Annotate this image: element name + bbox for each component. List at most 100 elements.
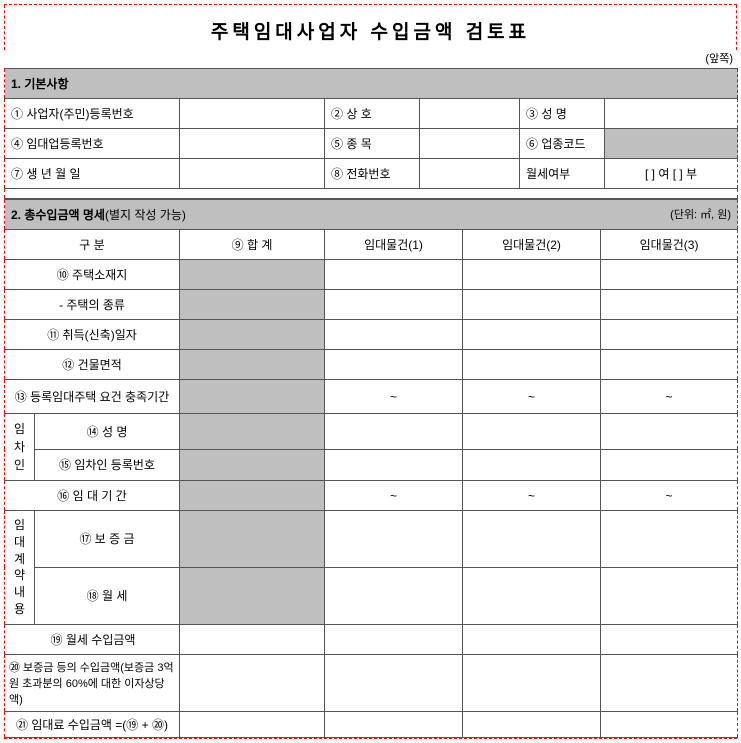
prop3-location — [601, 260, 738, 290]
value-biz-reg-no — [180, 99, 325, 129]
prop1-rent-income — [325, 624, 463, 654]
col-total: ⑨ 합 계 — [180, 230, 325, 260]
row-tenant-group: 임차인 — [5, 414, 35, 481]
prop2-floor-area — [463, 350, 601, 380]
row-monthly-rent: ⑱ 월 세 — [35, 567, 180, 624]
prop1-lease-period: ~ — [325, 481, 463, 511]
page-indicator: (앞쪽) — [4, 50, 737, 68]
label-biz-item: ⑤ 종 목 — [325, 129, 420, 159]
total-acq-date — [180, 320, 325, 350]
value-phone — [420, 159, 520, 189]
value-birthdate — [180, 159, 325, 189]
value-company-name — [420, 99, 520, 129]
section2-header-note: (별지 작성 가능) — [105, 208, 186, 222]
section-spacer — [5, 189, 738, 199]
prop1-deposit-income — [325, 654, 463, 711]
row-housetype: - 주택의 종류 — [5, 290, 180, 320]
prop1-housetype — [325, 290, 463, 320]
value-biz-item — [420, 129, 520, 159]
prop2-acq-date — [463, 320, 601, 350]
col-category: 구 분 — [5, 230, 180, 260]
prop2-rent-income — [463, 624, 601, 654]
total-rental-income — [180, 711, 325, 737]
prop3-rent-income — [601, 624, 738, 654]
total-monthly-rent — [180, 567, 325, 624]
row-contract-group: 임대계약내용 — [5, 511, 35, 625]
prop3-lease-period: ~ — [601, 481, 738, 511]
label-monthly-rent-yn: 월세여부 — [520, 159, 605, 189]
prop3-reg-period: ~ — [601, 380, 738, 414]
total-location — [180, 260, 325, 290]
label-biz-reg-no: ① 사업자(주민)등록번호 — [5, 99, 180, 129]
col-prop1: 임대물건(1) — [325, 230, 463, 260]
value-rental-reg-no — [180, 129, 325, 159]
prop1-floor-area — [325, 350, 463, 380]
prop1-reg-period: ~ — [325, 380, 463, 414]
prop1-deposit — [325, 511, 463, 568]
prop3-tenant-name — [601, 414, 738, 450]
label-biz-code: ⑥ 업종코드 — [520, 129, 605, 159]
total-reg-period — [180, 380, 325, 414]
total-deposit — [180, 511, 325, 568]
col-prop3: 임대물건(3) — [601, 230, 738, 260]
value-biz-code — [605, 129, 738, 159]
row-tenant-regno: ⑮ 임차인 등록번호 — [35, 449, 180, 480]
prop2-location — [463, 260, 601, 290]
section2-header-text: 2. 총수입금액 명세 — [11, 208, 105, 222]
total-floor-area — [180, 350, 325, 380]
prop3-floor-area — [601, 350, 738, 380]
section1-table: 1. 기본사항 ① 사업자(주민)등록번호 ② 상 호 ③ 성 명 ④ 임대업등… — [4, 68, 738, 199]
section2-table: 2. 총수입금액 명세(별지 작성 가능) (단위: ㎡, 원) 구 분 ⑨ 합… — [4, 199, 738, 738]
row-total-rental-income: ㉑ 임대료 수입금액 =(⑲ + ⑳) — [5, 711, 180, 737]
label-owner-name: ③ 성 명 — [520, 99, 605, 129]
prop1-tenant-name — [325, 414, 463, 450]
prop2-rental-income — [463, 711, 601, 737]
total-lease-period — [180, 481, 325, 511]
prop3-tenant-regno — [601, 449, 738, 480]
col-prop2: 임대물건(2) — [463, 230, 601, 260]
row-location: ⑩ 주택소재지 — [5, 260, 180, 290]
row-tenant-name: ⑭ 성 명 — [35, 414, 180, 450]
row-reg-period: ⑬ 등록임대주택 요건 충족기간 — [5, 380, 180, 414]
row-rent-income: ⑲ 월세 수입금액 — [5, 624, 180, 654]
section2-header: 2. 총수입금액 명세(별지 작성 가능) (단위: ㎡, 원) — [5, 200, 738, 230]
total-deposit-income — [180, 654, 325, 711]
prop1-tenant-regno — [325, 449, 463, 480]
form-title: 주택임대사업자 수입금액 검토표 — [4, 5, 737, 50]
row-deposit-income: ⑳ 보증금 등의 수입금액(보증금 3억원 초과분의 60%에 대한 이자상당액… — [5, 654, 180, 711]
row-acq-date: ⑪ 취득(신축)일자 — [5, 320, 180, 350]
prop3-rental-income — [601, 711, 738, 737]
prop2-tenant-regno — [463, 449, 601, 480]
prop2-tenant-name — [463, 414, 601, 450]
prop3-monthly-rent — [601, 567, 738, 624]
total-housetype — [180, 290, 325, 320]
prop3-deposit-income — [601, 654, 738, 711]
prop2-reg-period: ~ — [463, 380, 601, 414]
prop3-acq-date — [601, 320, 738, 350]
label-birthdate: ⑦ 생 년 월 일 — [5, 159, 180, 189]
total-rent-income — [180, 624, 325, 654]
prop1-location — [325, 260, 463, 290]
row-floor-area: ⑫ 건물면적 — [5, 350, 180, 380]
value-owner-name — [605, 99, 738, 129]
prop3-deposit — [601, 511, 738, 568]
section1-header: 1. 기본사항 — [5, 69, 738, 99]
prop1-acq-date — [325, 320, 463, 350]
label-phone: ⑧ 전화번호 — [325, 159, 420, 189]
prop2-deposit-income — [463, 654, 601, 711]
row-lease-period: ⑯ 임 대 기 간 — [5, 481, 180, 511]
prop2-housetype — [463, 290, 601, 320]
prop2-monthly-rent — [463, 567, 601, 624]
section2-unit: (단위: ㎡, 원) — [670, 206, 731, 222]
prop3-housetype — [601, 290, 738, 320]
label-rental-reg-no: ④ 임대업등록번호 — [5, 129, 180, 159]
prop1-monthly-rent — [325, 567, 463, 624]
value-monthly-rent-yn: [ ] 여 [ ] 부 — [605, 159, 738, 189]
form-container: 주택임대사업자 수입금액 검토표 (앞쪽) 1. 기본사항 ① 사업자(주민)등… — [4, 4, 737, 739]
label-company-name: ② 상 호 — [325, 99, 420, 129]
prop2-deposit — [463, 511, 601, 568]
row-deposit: ⑰ 보 증 금 — [35, 511, 180, 568]
prop2-lease-period: ~ — [463, 481, 601, 511]
prop1-rental-income — [325, 711, 463, 737]
total-tenant-regno — [180, 449, 325, 480]
